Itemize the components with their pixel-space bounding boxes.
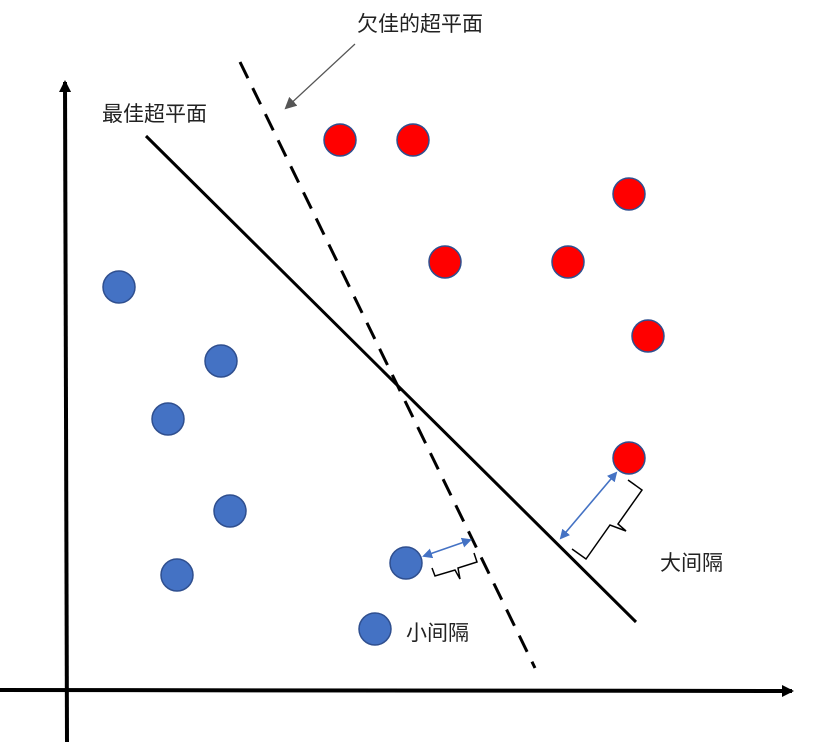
best-hyperplane-label: 最佳超平面 (102, 102, 207, 126)
large-margin-arrow (559, 471, 618, 540)
poor-hyperplane-line (238, 61, 537, 669)
red-point (631, 319, 665, 353)
large-margin-brace (571, 479, 644, 561)
red-point (428, 245, 462, 279)
blue-class-points (102, 270, 423, 646)
red-point (551, 245, 585, 279)
poor-hyperplane-pointer (284, 43, 356, 110)
red-class-points (323, 123, 665, 475)
red-point (396, 123, 430, 157)
small-margin-brace (431, 552, 478, 580)
y-axis (59, 80, 72, 743)
blue-point (213, 494, 247, 528)
large-margin-label: 大间隔 (660, 551, 723, 575)
blue-point (358, 612, 392, 646)
blue-point (160, 558, 194, 592)
red-point (612, 177, 646, 211)
red-point (323, 123, 357, 157)
blue-point (102, 270, 136, 304)
small-margin-label: 小间隔 (406, 621, 469, 645)
red-point (612, 441, 646, 475)
blue-point (389, 546, 423, 580)
blue-point (151, 402, 185, 436)
blue-point (204, 344, 238, 378)
small-margin-arrow (422, 537, 472, 559)
poor-hyperplane-label: 欠佳的超平面 (357, 12, 483, 36)
best-hyperplane-line (144, 134, 638, 624)
x-axis (0, 684, 794, 697)
